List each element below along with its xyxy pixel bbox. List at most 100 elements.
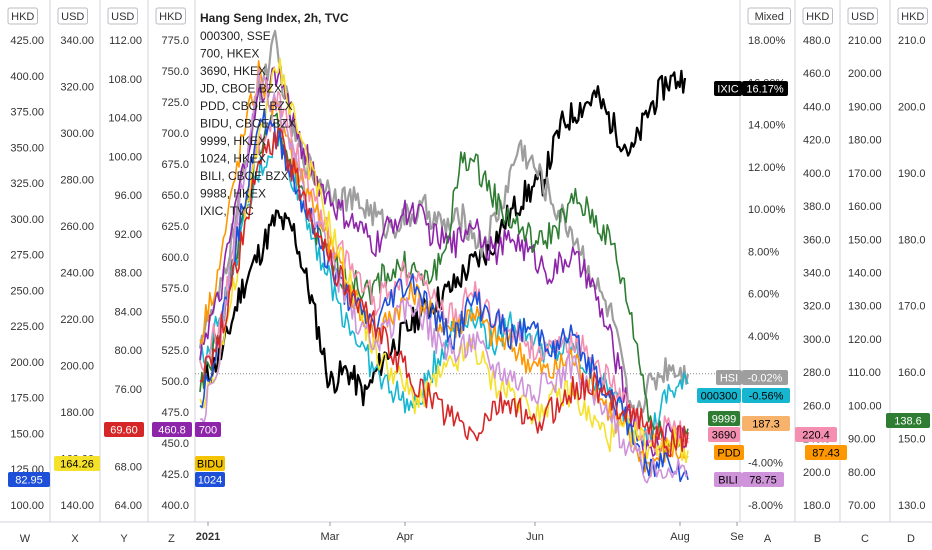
tick-label: 200.0 (803, 467, 831, 479)
tick-label: 70.00 (848, 500, 876, 512)
legend-item: 700, HKEX (200, 47, 259, 61)
tick-label: 340.00 (60, 35, 94, 47)
tick-label: 175.00 (10, 393, 44, 405)
price-label-bg (152, 422, 192, 437)
tick-label: 108.00 (108, 74, 142, 86)
tick-label: 420.0 (803, 135, 831, 147)
tick-label: 110.00 (848, 367, 881, 379)
series-line-9 (199, 68, 689, 484)
price-label-bg (795, 427, 837, 442)
tick-label: 460.0 (803, 68, 831, 80)
price-label: 69.60 (104, 422, 144, 437)
price-label-bg (195, 456, 225, 471)
tick-label: 775.0 (161, 35, 189, 47)
tick-label: 80.00 (114, 345, 142, 357)
legend-item: BIDU, CBOE BZX (200, 117, 296, 131)
tick-label: 700.0 (161, 128, 189, 140)
tick-label: 225.00 (10, 321, 44, 333)
tick-label: 425.00 (10, 35, 44, 47)
tick-label: 112.00 (109, 35, 142, 47)
tick-label: 650.0 (161, 190, 189, 202)
price-label: 3690 (708, 427, 740, 442)
tick-label: 140.00 (848, 268, 882, 280)
tick-label: 96.00 (114, 190, 142, 202)
unit-badge (107, 7, 138, 25)
price-label: BIDU (195, 456, 225, 471)
tick-label: 150.0 (898, 434, 926, 446)
tick-label: 550.0 (161, 314, 189, 326)
tick-label: 88.00 (114, 268, 142, 280)
unit-label: HKD (11, 11, 34, 23)
tick-label: 160.00 (848, 201, 882, 213)
tick-label: 260.00 (60, 221, 94, 233)
tick-label: 64.00 (114, 500, 142, 512)
tick-label: 10.00% (748, 204, 786, 216)
price-label-text: 1024 (198, 475, 222, 487)
price-label: PDD (714, 445, 744, 460)
scale-id-label: D (907, 533, 915, 545)
legend-item: 000300, SSE (200, 29, 271, 43)
x-tick-label: Aug (670, 531, 690, 543)
price-label: 82.95 (8, 472, 50, 487)
legend-item: 1024, HKEX (200, 152, 266, 166)
legend-item: IXIC, TVC (200, 204, 254, 218)
tick-label: 84.00 (114, 306, 142, 318)
tick-label: 280.0 (803, 367, 831, 379)
price-label-text: 87.43 (812, 448, 840, 460)
price-label-text: 164.26 (60, 459, 94, 471)
price-label: 000300 (697, 388, 741, 403)
tick-label: 325.00 (10, 178, 44, 190)
tick-label: 300.00 (10, 214, 44, 226)
scale-id-label: X (71, 533, 79, 545)
legend-item: PDD, CBOE BZX (200, 99, 293, 113)
price-label: HSI (716, 370, 742, 385)
price-label-text: 16.17% (746, 84, 784, 96)
tick-label: 350.00 (10, 142, 44, 154)
price-label: 700 (195, 422, 221, 437)
chart-title: Hang Seng Index, 2h, TVC (200, 11, 349, 25)
tick-label: 300.00 (60, 128, 94, 140)
tick-label: 190.0 (898, 168, 926, 180)
tick-label: 14.00% (748, 120, 786, 132)
unit-badge (897, 7, 928, 25)
price-label-text: 460.8 (158, 425, 186, 437)
tick-label: -8.00% (748, 500, 783, 512)
tick-label: 260.0 (803, 400, 831, 412)
scale-id-label: Y (120, 533, 128, 545)
price-label-bg (742, 472, 784, 487)
tick-label: 76.00 (114, 384, 142, 396)
tick-label: 750.0 (161, 66, 189, 78)
price-label-text: 187.3 (752, 419, 780, 431)
tick-label: 300.0 (803, 334, 831, 346)
tick-label: 475.0 (161, 407, 189, 419)
price-label-bg (195, 422, 221, 437)
tick-label: 250.00 (10, 285, 44, 297)
unit-badge (155, 7, 186, 25)
price-label-text: 138.6 (894, 416, 922, 428)
price-label-bg (697, 388, 741, 403)
price-label-bg (742, 388, 790, 403)
x-tick-label: Se (730, 531, 743, 543)
price-label-bg (742, 370, 788, 385)
unit-label: HKD (159, 11, 182, 23)
legend-item: 9999, HKEX (200, 134, 266, 148)
tick-label: 200.00 (60, 361, 94, 373)
tick-label: 275.00 (10, 250, 44, 262)
price-label-text: HSI (720, 373, 738, 385)
unit-label: USD (111, 11, 134, 23)
tick-label: 440.0 (803, 101, 831, 113)
unit-badge (747, 7, 791, 25)
price-label-bg (54, 456, 100, 471)
tick-label: 150.00 (848, 234, 882, 246)
unit-label: HKD (806, 11, 829, 23)
x-tick-label: 2021 (196, 531, 220, 543)
price-label-text: -0.56% (749, 391, 784, 403)
tick-label: 140.00 (60, 500, 94, 512)
tick-label: 180.00 (60, 407, 94, 419)
tick-label: -4.00% (748, 458, 783, 470)
price-label-bg (742, 416, 790, 431)
tick-label: 200.0 (898, 101, 926, 113)
tick-label: 450.0 (161, 438, 189, 450)
